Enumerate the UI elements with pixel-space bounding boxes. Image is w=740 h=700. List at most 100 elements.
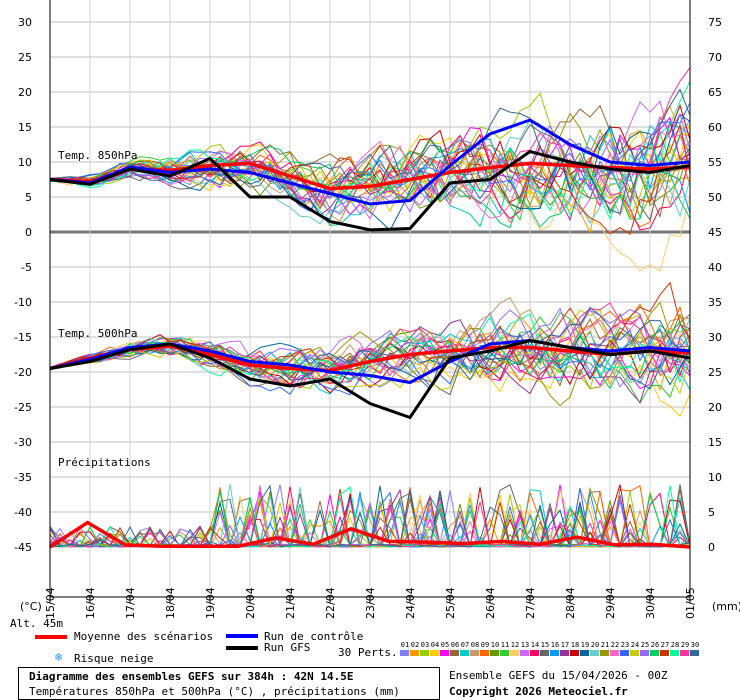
right-tick-label: 65 [708,86,722,99]
ensemble-info: Ensemble GEFS du 15/04/2026 - 00Z [449,669,668,682]
left-tick-label: 25 [18,51,32,64]
pert-swatch [610,650,619,656]
pert-number: 19 [580,641,590,649]
legend-mean-swatch [35,635,67,639]
pert-swatch [620,650,629,656]
right-tick-label: 15 [708,436,722,449]
legend-control-swatch [226,634,258,638]
pert-swatch [450,650,459,656]
left-tick-label: -10 [14,296,32,309]
pert-number: 01 [400,641,410,649]
right-tick-label: 5 [708,506,715,519]
pert-swatch [600,650,609,656]
legend-control-label: Run de contrôle [264,630,364,643]
series-t850-line [49,118,691,206]
x-tick-label: 21/04 [284,587,297,619]
legend-gfs-label: Run GFS [264,641,311,654]
chart-axes: 302520151050-5-10-15-20-25-30-35-40-4575… [14,0,722,619]
left-tick-label: 20 [18,86,32,99]
left-tick-label: -40 [14,506,32,519]
series-t850-line [49,149,691,232]
legend-mean-label: Moyenne des scénarios [74,630,214,643]
x-tick-label: 15/04 [44,587,57,619]
pert-swatch [440,650,449,656]
pert-number: 18 [570,641,580,649]
left-tick-label: 5 [25,191,32,204]
pert-t850-line [49,88,691,215]
pert-swatch [510,650,519,656]
pert-number: 03 [420,641,430,649]
legend-perts-label: 30 Perts. [338,646,398,659]
left-tick-label: -30 [14,436,32,449]
x-tick-label: 24/04 [404,587,417,619]
x-tick-label: 19/04 [204,587,217,619]
pert-t500-line [49,321,691,390]
left-tick-label: -20 [14,366,32,379]
pert-number: 30 [690,641,700,649]
x-tick-label: 29/04 [604,587,617,619]
x-tick-label: 27/04 [524,587,537,619]
pert-number: 20 [590,641,600,649]
pert-swatch [570,650,579,656]
pert-number-row: 01 02 03 04 05 06 07 08 09 10 11 12 13 14 15 16 17 18 19 20… [400,641,700,650]
pert-number: 08 [470,641,480,649]
pert-swatch [690,650,699,656]
footer-title-box: Diagramme des ensembles GEFS sur 384h : … [18,667,440,700]
panel-label-precip: Précipitations [58,456,151,469]
pert-number: 12 [510,641,520,649]
x-tick-label: 22/04 [324,587,337,619]
x-tick-label: 28/04 [564,587,577,619]
pert-swatch [400,650,409,656]
right-tick-label: 30 [708,331,722,344]
left-tick-label: -35 [14,471,32,484]
chart-subtitle: Températures 850hPa et 500hPa (°C) , pré… [29,685,400,698]
pert-t500-line [49,308,691,395]
snowflake-icon: ❄ [54,651,64,664]
pert-swatch [650,650,659,656]
legend-snow-label: Risque neige [74,652,154,665]
main-series-lines [49,118,691,549]
pert-t500-line [49,301,691,407]
left-tick-label: 10 [18,156,32,169]
x-tick-label: 26/04 [484,587,497,619]
left-axis-unit: (°C) [20,600,42,613]
pert-number: 07 [460,641,470,649]
right-tick-label: 45 [708,226,722,239]
pert-swatch [640,650,649,656]
x-tick-label: 25/04 [444,587,457,619]
right-tick-label: 75 [708,16,722,29]
chart-grid [49,0,691,597]
left-tick-label: -15 [14,331,32,344]
pert-number: 24 [630,641,640,649]
panel-label-t500: Temp. 500hPa [58,327,137,340]
pert-swatch [410,650,419,656]
right-tick-label: 70 [708,51,722,64]
right-tick-label: 40 [708,261,722,274]
pert-swatch [540,650,549,656]
pert-swatch [560,650,569,656]
pert-swatch [470,650,479,656]
pert-number: 10 [490,641,500,649]
x-tick-label: 23/04 [364,587,377,619]
right-tick-label: 55 [708,156,722,169]
legend-gfs-swatch [226,646,258,650]
right-tick-label: 60 [708,121,722,134]
pert-number: 16 [550,641,560,649]
right-tick-label: 25 [708,366,722,379]
pert-number: 29 [680,641,690,649]
left-tick-label: -25 [14,401,32,414]
pert-swatch [680,650,689,656]
pert-swatch [550,650,559,656]
right-tick-label: 35 [708,296,722,309]
pert-t850-line [49,123,691,222]
pert-number: 06 [450,641,460,649]
pert-t500-line [49,316,691,384]
pert-swatch [430,650,439,656]
right-axis-unit: (mm) [712,600,740,613]
right-tick-label: 20 [708,401,722,414]
altitude-label: Alt. 45m [10,617,63,630]
right-tick-label: 10 [708,471,722,484]
pert-number: 25 [640,641,650,649]
pert-t500-line [49,302,691,381]
chart-title: Diagramme des ensembles GEFS sur 384h : … [29,670,354,683]
